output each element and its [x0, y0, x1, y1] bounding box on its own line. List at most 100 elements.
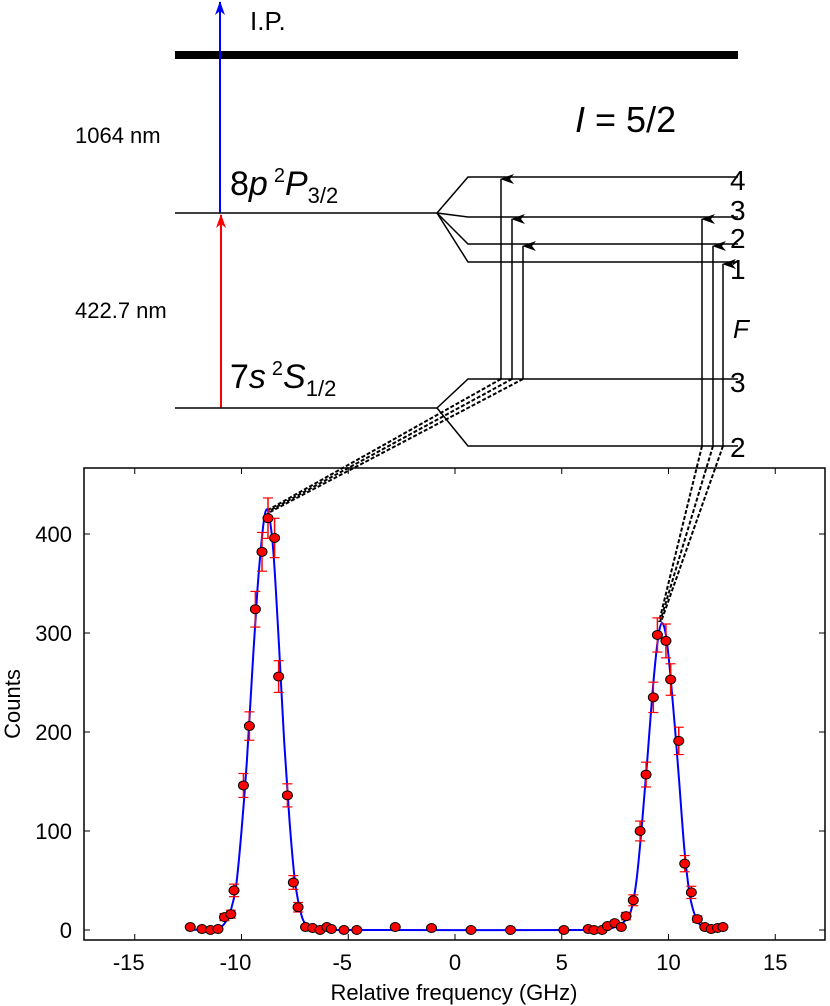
data-point	[505, 925, 517, 935]
data-marker	[389, 922, 401, 933]
F-label-upper-3: 3	[730, 195, 746, 226]
data-point	[228, 883, 240, 898]
x-tick-label: 5	[556, 950, 568, 975]
data-marker	[256, 546, 268, 557]
data-marker	[505, 925, 517, 935]
data-marker	[325, 924, 337, 935]
data-point	[627, 894, 639, 907]
data-marker	[673, 735, 685, 746]
data-marker	[338, 925, 350, 935]
data-point	[212, 924, 224, 935]
y-tick-label: 0	[60, 918, 72, 943]
data-marker	[685, 887, 697, 898]
y-axis-label: Counts	[0, 669, 25, 739]
data-marker	[225, 909, 237, 920]
data-point	[269, 517, 281, 559]
data-marker	[281, 790, 293, 801]
data-point	[673, 726, 685, 756]
data-marker	[228, 885, 240, 896]
data-marker	[627, 895, 639, 906]
data-point	[426, 923, 438, 934]
F-label-lower-2: 2	[730, 432, 746, 463]
excitation-wavelength: 422.7 nm	[75, 298, 167, 323]
data-point	[679, 854, 691, 873]
x-axis: -15 -10 -5 0 5 10 15	[113, 468, 787, 975]
data-point	[281, 783, 293, 808]
data-point	[338, 925, 350, 935]
x-axis-label: Relative frequency (GHz)	[331, 980, 578, 1005]
data-point	[243, 711, 255, 741]
data-point	[225, 909, 237, 920]
F-axis-label: F	[733, 314, 751, 344]
nuclear-spin-label: I = 5/2	[575, 99, 676, 140]
data-marker	[660, 635, 672, 646]
data-marker	[249, 604, 261, 615]
lower-F2-level	[436, 407, 738, 447]
data-point	[237, 772, 249, 799]
fit-curve	[188, 508, 725, 932]
x-tick-label: 10	[656, 950, 680, 975]
upper-state-label: 8p 2P3/2	[230, 165, 338, 208]
data-point	[184, 922, 196, 933]
data-marker	[269, 532, 281, 543]
data-marker	[651, 629, 663, 640]
data-marker	[620, 911, 632, 922]
data-point	[691, 914, 703, 925]
data-marker	[243, 721, 255, 732]
data-point	[273, 660, 285, 694]
y-tick-label: 400	[35, 522, 72, 547]
ip-label: I.P.	[250, 6, 286, 36]
data-point	[558, 925, 570, 935]
data-marker	[465, 925, 477, 935]
data-point	[634, 820, 646, 842]
upper-F4-level	[436, 176, 738, 214]
energy-level-diagram: I.P. 1064 nm 422.7 nm I = 5/2 8p 2P3/2 7s…	[75, 1, 751, 623]
y-tick-label: 200	[35, 720, 72, 745]
data-marker	[237, 780, 249, 791]
x-tick-label: 15	[763, 950, 787, 975]
F-label-upper-4: 4	[730, 165, 746, 196]
y-axis: 0 100 200 300 400	[35, 522, 825, 943]
data-point	[325, 924, 337, 935]
lower-state-label: 7s 2S1/2	[230, 358, 336, 401]
data-point	[665, 663, 677, 696]
x-tick-label: -15	[113, 950, 145, 975]
lower-F3-level	[436, 378, 738, 409]
plot-frame	[83, 467, 826, 941]
data-marker	[634, 826, 646, 836]
data-point	[256, 531, 268, 572]
data-marker	[351, 925, 363, 935]
x-tick-label: -10	[220, 950, 252, 975]
data-point	[465, 925, 477, 935]
data-marker	[273, 671, 285, 682]
data-points	[184, 497, 729, 935]
data-point	[389, 922, 401, 933]
data-marker	[679, 858, 691, 869]
transition-arrows	[500, 174, 736, 446]
F-label-upper-1: 1	[730, 254, 746, 285]
upper-F2-level	[436, 212, 738, 245]
data-point	[292, 901, 304, 913]
data-point	[351, 925, 363, 935]
data-point	[647, 681, 659, 714]
spectrum-plot: -15 -10 -5 0 5 10 15 0 100 200 300 400 Relative fr…	[0, 467, 826, 1005]
ionization-wavelength: 1064 nm	[75, 123, 161, 148]
data-marker	[691, 914, 703, 925]
data-marker	[615, 922, 627, 933]
data-marker	[558, 925, 570, 935]
data-marker	[640, 769, 652, 780]
x-tick-label: -5	[332, 950, 352, 975]
data-marker	[647, 692, 659, 703]
data-point	[651, 617, 663, 653]
x-tick-label: 0	[449, 950, 461, 975]
data-marker	[184, 922, 196, 933]
data-marker	[426, 923, 438, 934]
data-point	[660, 623, 672, 659]
data-point	[262, 497, 274, 539]
hyperfine-levels	[436, 176, 738, 447]
data-point	[249, 590, 261, 628]
data-marker	[292, 902, 304, 913]
F-labels: 4 3 2 1 F 3 2	[730, 165, 751, 463]
upper-F1-level	[436, 212, 738, 263]
